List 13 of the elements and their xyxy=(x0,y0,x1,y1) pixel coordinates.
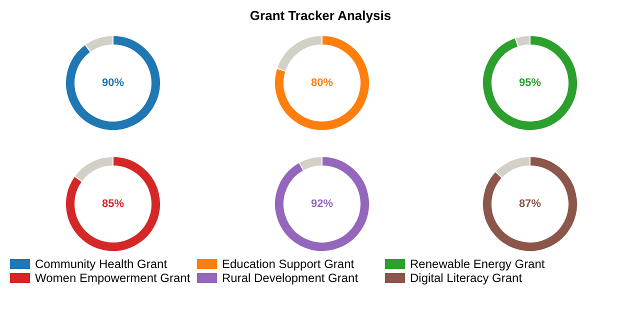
legend-label: Rural Development Grant xyxy=(222,271,358,285)
data-label: 85% xyxy=(102,198,124,210)
legend-label: Women Empowerment Grant xyxy=(35,271,190,285)
data-label: 87% xyxy=(518,198,542,210)
text: Grant Tracker Analysis xyxy=(250,8,392,23)
legend-label: Renewable Energy Grant xyxy=(410,257,545,271)
data-label: 80% xyxy=(310,77,334,90)
legend-label: Education Support Grant xyxy=(222,257,354,271)
data-label: 95% xyxy=(518,77,542,90)
legend-label: Digital Literacy Grant xyxy=(410,271,522,285)
data-label: 92% xyxy=(310,198,334,210)
data-label: 90% xyxy=(102,77,124,90)
legend-label: Community Health Grant xyxy=(35,257,168,271)
